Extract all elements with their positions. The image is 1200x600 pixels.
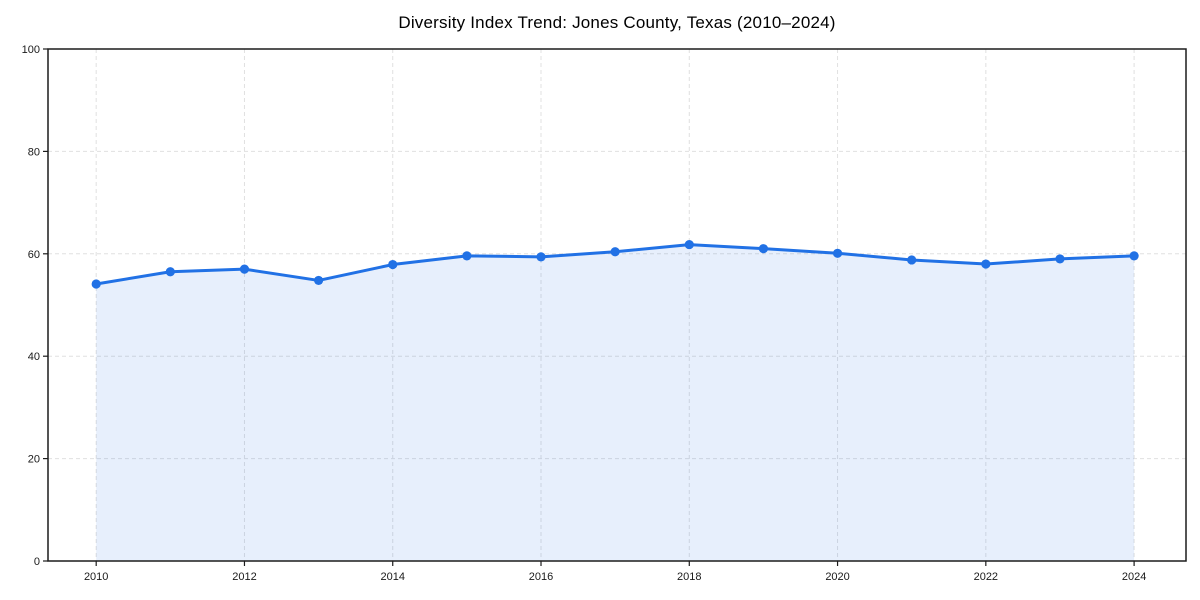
data-point [907, 255, 917, 265]
data-point [165, 267, 175, 277]
x-tick-label: 2018 [677, 571, 701, 583]
data-point [536, 252, 546, 262]
x-tick-label: 2024 [1122, 571, 1146, 583]
data-point [91, 279, 101, 289]
x-tick-label: 2014 [380, 571, 404, 583]
data-point [462, 251, 472, 261]
x-tick-label: 2020 [825, 571, 849, 583]
plot-border [47, 48, 1187, 562]
data-point [832, 248, 843, 258]
area-fill [96, 244, 1135, 562]
chart-title: Diversity Index Trend: Jones County, Tex… [398, 13, 836, 32]
x-tick-label: 2022 [974, 571, 998, 583]
data-point [1129, 251, 1139, 261]
y-tick-label: 100 [22, 44, 40, 56]
x-tick-label: 2012 [232, 571, 256, 583]
y-tick-label: 80 [28, 146, 40, 158]
y-tick-label: 0 [34, 556, 40, 568]
data-point [388, 259, 398, 270]
data-point [610, 247, 620, 257]
y-tick-label: 40 [28, 351, 40, 363]
x-tick-label: 2010 [84, 571, 108, 583]
y-tick-label: 60 [28, 249, 40, 261]
data-point [981, 259, 991, 269]
data-point [684, 239, 694, 250]
data-point [1055, 254, 1065, 264]
y-tick-label: 20 [28, 454, 40, 466]
data-point [313, 275, 324, 286]
data-point [758, 244, 769, 254]
data-point [239, 264, 250, 274]
x-tick-label: 2016 [529, 571, 553, 583]
